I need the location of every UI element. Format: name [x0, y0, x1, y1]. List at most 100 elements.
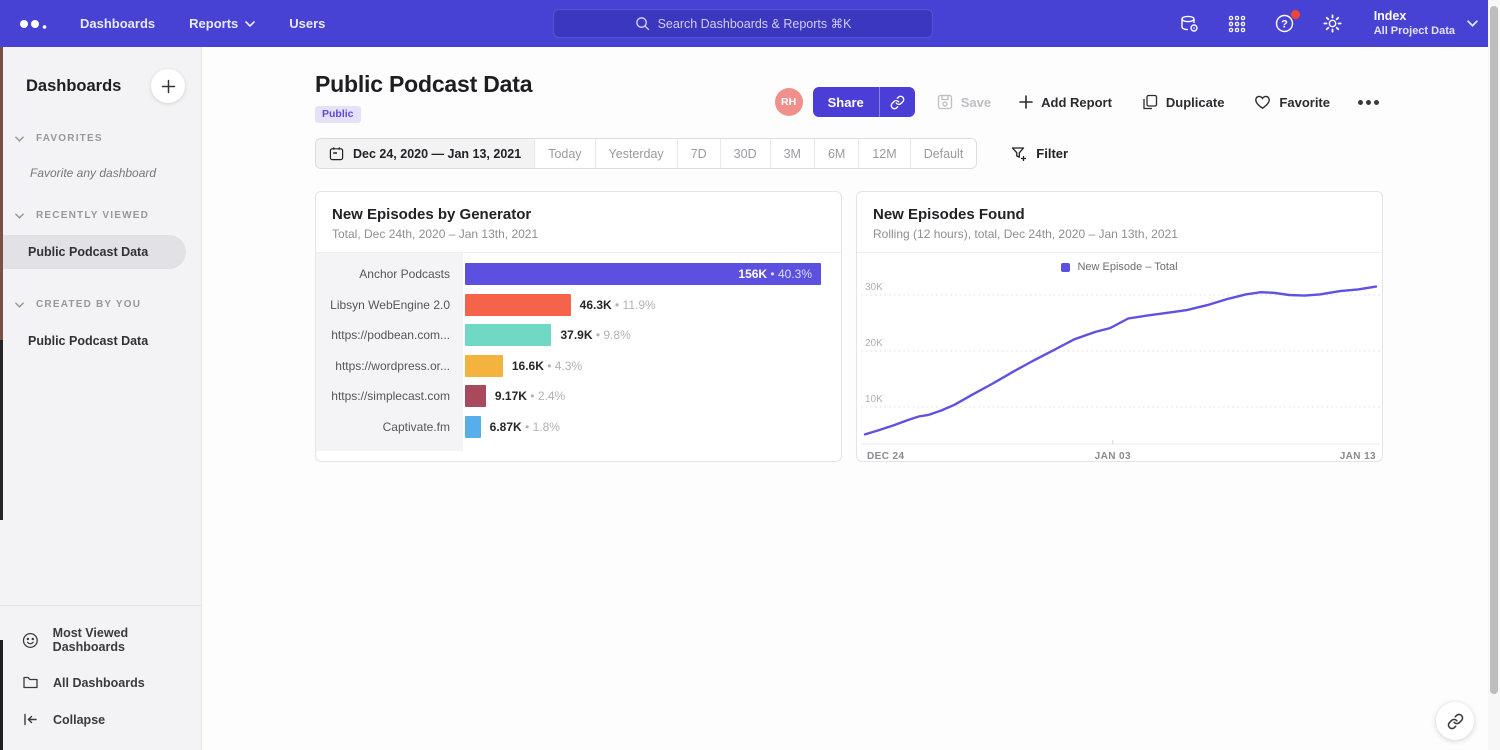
- section-recently-viewed[interactable]: RECENTLY VIEWED: [0, 210, 201, 221]
- bar-row[interactable]: https://simplecast.com 9.17K • 2.4%: [316, 381, 821, 412]
- bar-category-label: https://podbean.com...: [331, 328, 450, 343]
- chevron-down-icon: [245, 20, 256, 27]
- help-icon[interactable]: ?: [1274, 9, 1300, 35]
- bar-row[interactable]: Captivate.fm 6.87K • 1.8%: [316, 412, 821, 443]
- card-title: New Episodes Found: [873, 206, 1025, 223]
- nav-users[interactable]: Users: [289, 16, 325, 31]
- scrollbar-thumb[interactable]: [1490, 6, 1498, 694]
- section-recently-viewed-label: RECENTLY VIEWED: [36, 210, 150, 221]
- more-icon: [1374, 99, 1379, 105]
- bar-value-label: 46.3K • 11.9%: [579, 297, 656, 312]
- x-axis-tick-label: DEC 24: [867, 451, 904, 462]
- x-axis-tick-label: JAN 13: [1340, 451, 1376, 462]
- preset-3m[interactable]: 3M: [770, 139, 815, 168]
- bar-track: 6.87K • 1.8%: [465, 415, 821, 438]
- card-subtitle: Total, Dec 24th, 2020 – Jan 13th, 2021: [332, 227, 539, 241]
- apps-grid-icon[interactable]: [1226, 13, 1248, 35]
- add-dashboard-button[interactable]: [151, 69, 185, 103]
- link-icon: [890, 95, 905, 109]
- favorite-label: Favorite: [1279, 94, 1330, 110]
- collapse-sidebar-button[interactable]: Collapse: [0, 701, 201, 738]
- bar-track: 46.3K • 11.9%: [465, 293, 821, 316]
- add-report-label: Add Report: [1041, 94, 1112, 110]
- screen-edge-artifact: [0, 47, 3, 340]
- preset-12m[interactable]: 12M: [859, 139, 911, 168]
- top-navbar: Dashboards Reports Users Search Dashboar…: [0, 0, 1488, 47]
- preset-6m[interactable]: 6M: [814, 139, 860, 168]
- link-icon: [1447, 713, 1463, 729]
- bar-row[interactable]: https://podbean.com... 37.9K • 9.8%: [316, 320, 821, 351]
- card-subtitle: Rolling (12 hours), total, Dec 24th, 202…: [873, 227, 1178, 241]
- search-placeholder: Search Dashboards & Reports ⌘K: [657, 17, 852, 31]
- bar[interactable]: [465, 415, 481, 438]
- search-icon: [635, 17, 649, 31]
- share-link-button[interactable]: [878, 87, 915, 117]
- bar-row[interactable]: Anchor Podcasts 156K • 40.3%: [316, 259, 821, 290]
- filter-icon: [1012, 146, 1027, 161]
- preset-30d[interactable]: 30D: [720, 139, 771, 168]
- sidebar: Dashboards FAVORITES Favorite any dashbo…: [0, 47, 202, 750]
- more-options-button[interactable]: [1354, 96, 1383, 109]
- vertical-scrollbar[interactable]: [1488, 0, 1500, 750]
- legend-label: New Episode – Total: [1077, 261, 1178, 273]
- bar-row[interactable]: Libsyn WebEngine 2.0 46.3K • 11.9%: [316, 290, 821, 321]
- settings-icon[interactable]: [1322, 13, 1344, 35]
- preset-yesterday[interactable]: Yesterday: [595, 139, 678, 168]
- nav-dashboards[interactable]: Dashboards: [80, 16, 155, 31]
- preset-default[interactable]: Default: [910, 139, 977, 168]
- sidebar-footer: Most Viewed Dashboards All Dashboards Co…: [0, 605, 201, 750]
- bar-track: 156K • 40.3%: [465, 263, 821, 286]
- duplicate-button[interactable]: Duplicate: [1142, 94, 1224, 110]
- section-favorites[interactable]: FAVORITES: [0, 133, 201, 144]
- avatar[interactable]: RH: [774, 88, 803, 116]
- card-title: New Episodes by Generator: [332, 206, 532, 223]
- data-sources-icon[interactable]: [1178, 13, 1200, 35]
- get-link-fab[interactable]: [1436, 702, 1474, 740]
- preset-label: Today: [548, 146, 582, 161]
- smiley-icon: [22, 632, 38, 648]
- bar-track: 16.6K • 4.3%: [465, 354, 821, 377]
- share-split-button: Share: [812, 87, 915, 117]
- card-new-episodes-found: New Episodes Found Rolling (12 hours), t…: [856, 191, 1383, 462]
- primary-nav: Dashboards Reports Users: [80, 16, 325, 31]
- bar[interactable]: [465, 324, 552, 347]
- save-label: Save: [960, 94, 992, 110]
- section-favorites-label: FAVORITES: [36, 133, 103, 144]
- global-search-input[interactable]: Search Dashboards & Reports ⌘K: [553, 9, 933, 38]
- line-series-new-episode-total[interactable]: [863, 285, 1378, 436]
- share-button[interactable]: Share: [812, 87, 879, 117]
- save-button[interactable]: Save: [937, 94, 991, 110]
- bar-category-label: Anchor Podcasts: [359, 267, 450, 282]
- add-report-button[interactable]: Add Report: [1019, 95, 1112, 110]
- bar-value-label: 9.17K • 2.4%: [494, 389, 566, 404]
- bar-row[interactable]: https://wordpress.or... 16.6K • 4.3%: [316, 351, 821, 382]
- chevron-down-icon: [1467, 20, 1478, 27]
- nav-reports[interactable]: Reports: [189, 16, 256, 31]
- app-logo-icon[interactable]: [18, 16, 52, 32]
- bar[interactable]: [465, 293, 571, 316]
- bar[interactable]: [465, 385, 486, 408]
- heart-icon: [1255, 95, 1271, 110]
- all-dashboards-button[interactable]: All Dashboards: [0, 664, 201, 701]
- project-switcher[interactable]: Index All Project Data: [1374, 9, 1478, 38]
- preset-7d[interactable]: 7D: [677, 139, 721, 168]
- section-created-by-you[interactable]: CREATED BY YOU: [0, 299, 201, 310]
- most-viewed-dashboards-button[interactable]: Most Viewed Dashboards: [0, 616, 201, 664]
- preset-today[interactable]: Today: [535, 139, 596, 168]
- favorite-button[interactable]: Favorite: [1254, 94, 1330, 110]
- date-range-button[interactable]: Dec 24, 2020 — Jan 13, 2021: [316, 139, 536, 168]
- filter-button[interactable]: Filter: [1011, 146, 1068, 162]
- bar[interactable]: [465, 263, 821, 286]
- main-content: Public Podcast Data Public RH Share: [202, 47, 1488, 750]
- bar-track: 9.17K • 2.4%: [465, 385, 821, 408]
- line-chart[interactable]: 10K 20K 30K DEC 24 JAN 03 JAN 13: [861, 277, 1380, 462]
- collapse-label: Collapse: [53, 712, 106, 727]
- all-dashboards-label: All Dashboards: [53, 675, 145, 690]
- date-range-segmented-control: Dec 24, 2020 — Jan 13, 2021 Today Yester…: [315, 138, 978, 169]
- bar-value-label: 156K • 40.3%: [738, 267, 812, 282]
- bar[interactable]: [465, 354, 503, 377]
- nav-dashboards-label: Dashboards: [80, 16, 156, 31]
- sidebar-item-public-podcast-data-created[interactable]: Public Podcast Data: [0, 324, 186, 358]
- sidebar-item-public-podcast-data[interactable]: Public Podcast Data: [0, 235, 186, 269]
- preset-label: 3M: [783, 146, 801, 161]
